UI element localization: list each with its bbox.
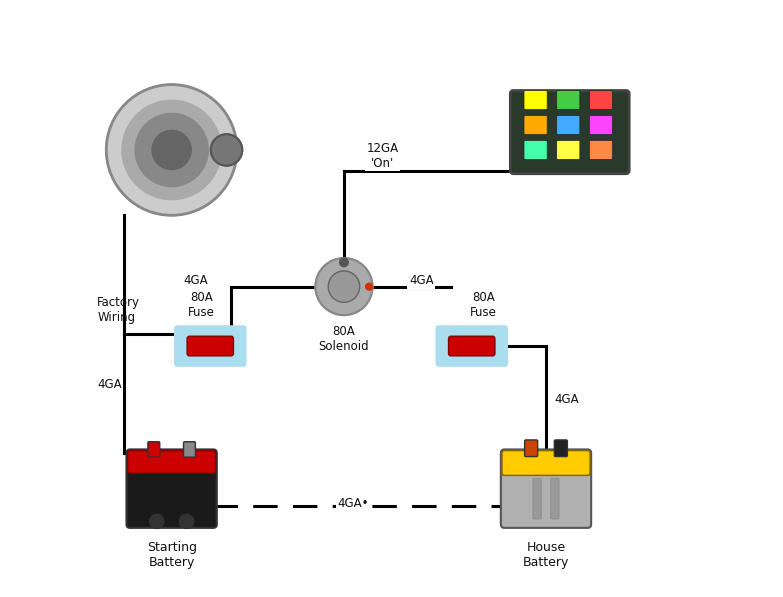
FancyBboxPatch shape (501, 450, 591, 528)
Circle shape (366, 283, 373, 290)
Circle shape (179, 514, 193, 528)
Text: 80A
Fuse: 80A Fuse (470, 291, 497, 319)
FancyBboxPatch shape (557, 140, 580, 159)
Circle shape (122, 100, 222, 199)
Text: 4GA: 4GA (409, 274, 434, 287)
FancyBboxPatch shape (524, 115, 547, 134)
Circle shape (328, 271, 359, 302)
FancyBboxPatch shape (502, 451, 590, 475)
Text: 4GA: 4GA (554, 393, 579, 406)
Text: 80A
Fuse: 80A Fuse (188, 291, 215, 319)
FancyBboxPatch shape (590, 140, 612, 159)
FancyBboxPatch shape (435, 325, 508, 367)
FancyBboxPatch shape (590, 91, 612, 109)
Text: House
Battery: House Battery (523, 541, 569, 569)
FancyBboxPatch shape (449, 336, 495, 356)
FancyBboxPatch shape (174, 325, 247, 367)
Circle shape (211, 134, 242, 165)
Text: Factory
Wiring: Factory Wiring (97, 296, 140, 324)
FancyBboxPatch shape (148, 442, 160, 457)
Circle shape (340, 258, 348, 267)
FancyBboxPatch shape (183, 442, 196, 457)
FancyBboxPatch shape (524, 91, 547, 109)
FancyBboxPatch shape (550, 479, 559, 519)
Text: 4GA: 4GA (97, 378, 121, 391)
FancyBboxPatch shape (511, 91, 630, 174)
Circle shape (316, 258, 373, 315)
Text: 4GA•: 4GA• (337, 497, 369, 510)
Circle shape (135, 113, 208, 186)
Text: 4GA: 4GA (183, 274, 207, 287)
Text: 12GA
'On': 12GA 'On' (366, 142, 399, 170)
Text: 80A
Solenoid: 80A Solenoid (319, 325, 370, 353)
Circle shape (150, 514, 164, 528)
FancyBboxPatch shape (533, 479, 541, 519)
FancyBboxPatch shape (127, 450, 217, 528)
FancyBboxPatch shape (525, 440, 538, 457)
FancyBboxPatch shape (557, 115, 580, 134)
FancyBboxPatch shape (128, 451, 215, 473)
Circle shape (152, 130, 191, 170)
FancyBboxPatch shape (590, 115, 612, 134)
FancyBboxPatch shape (524, 140, 547, 159)
FancyBboxPatch shape (187, 336, 233, 356)
FancyBboxPatch shape (557, 91, 580, 109)
Text: Starting
Battery: Starting Battery (146, 541, 197, 569)
Circle shape (106, 85, 237, 216)
FancyBboxPatch shape (554, 440, 568, 457)
